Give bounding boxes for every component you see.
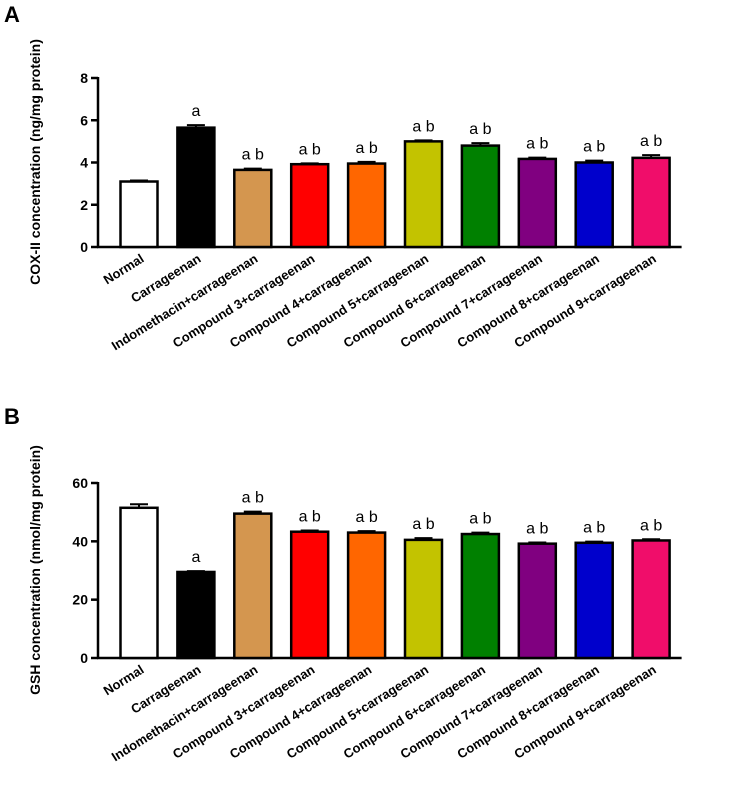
significance-label: a b bbox=[526, 136, 548, 153]
significance-label: a b bbox=[583, 520, 605, 537]
bar bbox=[403, 538, 444, 660]
y-tick-label: 0 bbox=[80, 239, 88, 255]
significance-label: a b bbox=[355, 140, 377, 157]
significance-label: a b bbox=[640, 517, 662, 534]
significance-label: a b bbox=[526, 521, 548, 538]
panel-label: A bbox=[4, 2, 20, 27]
chart-panel-a: A COX-II concentration (ng/mg protein) 0 2 4… bbox=[4, 2, 682, 353]
y-tick-label: 20 bbox=[72, 592, 88, 608]
bar bbox=[631, 156, 671, 249]
bar bbox=[289, 162, 330, 249]
significance-label: a b bbox=[469, 121, 491, 138]
y-tick-label: 40 bbox=[72, 533, 88, 549]
significance-label: a b bbox=[583, 139, 605, 156]
bar bbox=[574, 541, 614, 660]
bar bbox=[119, 506, 159, 660]
significance-label: a b bbox=[242, 490, 264, 507]
panel-label: B bbox=[4, 404, 20, 429]
significance-label: a b bbox=[242, 147, 264, 164]
bar bbox=[119, 180, 159, 249]
y-tick-label: 0 bbox=[80, 650, 88, 666]
y-tick-label: 8 bbox=[80, 70, 88, 86]
bar bbox=[233, 168, 273, 249]
bar bbox=[233, 512, 273, 660]
significance-label: a b bbox=[299, 141, 321, 158]
y-tick-label: 60 bbox=[72, 475, 88, 491]
x-tick-label: Normal bbox=[101, 662, 147, 698]
bar bbox=[176, 570, 216, 660]
y-tick-label: 2 bbox=[80, 197, 88, 213]
bar bbox=[517, 157, 558, 249]
significance-label: a b bbox=[640, 133, 662, 150]
bar bbox=[346, 162, 387, 249]
bar bbox=[574, 161, 614, 249]
y-axis-label: GSH concentration (nmol/mg protein) bbox=[27, 445, 43, 695]
significance-label: a b bbox=[412, 118, 434, 135]
bar bbox=[346, 531, 387, 660]
significance-label: a b bbox=[469, 511, 491, 528]
y-axis-label: COX-II concentration (ng/mg protein) bbox=[27, 39, 43, 285]
significance-label: a b bbox=[299, 509, 321, 526]
bar bbox=[517, 542, 558, 660]
bar bbox=[460, 144, 501, 249]
y-tick-label: 6 bbox=[80, 112, 88, 128]
bar bbox=[631, 539, 671, 660]
x-tick-label: Normal bbox=[101, 251, 147, 287]
significance-label: a bbox=[191, 103, 200, 120]
bar bbox=[176, 126, 216, 249]
bar bbox=[403, 140, 444, 249]
y-tick-label: 4 bbox=[80, 155, 88, 171]
significance-label: a b bbox=[355, 509, 377, 526]
bar bbox=[289, 530, 330, 660]
chart-panel-b: B GSH concentration (nmol/mg protein) 0 20 4… bbox=[4, 404, 682, 764]
bar bbox=[460, 532, 501, 660]
significance-label: a b bbox=[412, 516, 434, 533]
significance-label: a bbox=[191, 549, 200, 566]
